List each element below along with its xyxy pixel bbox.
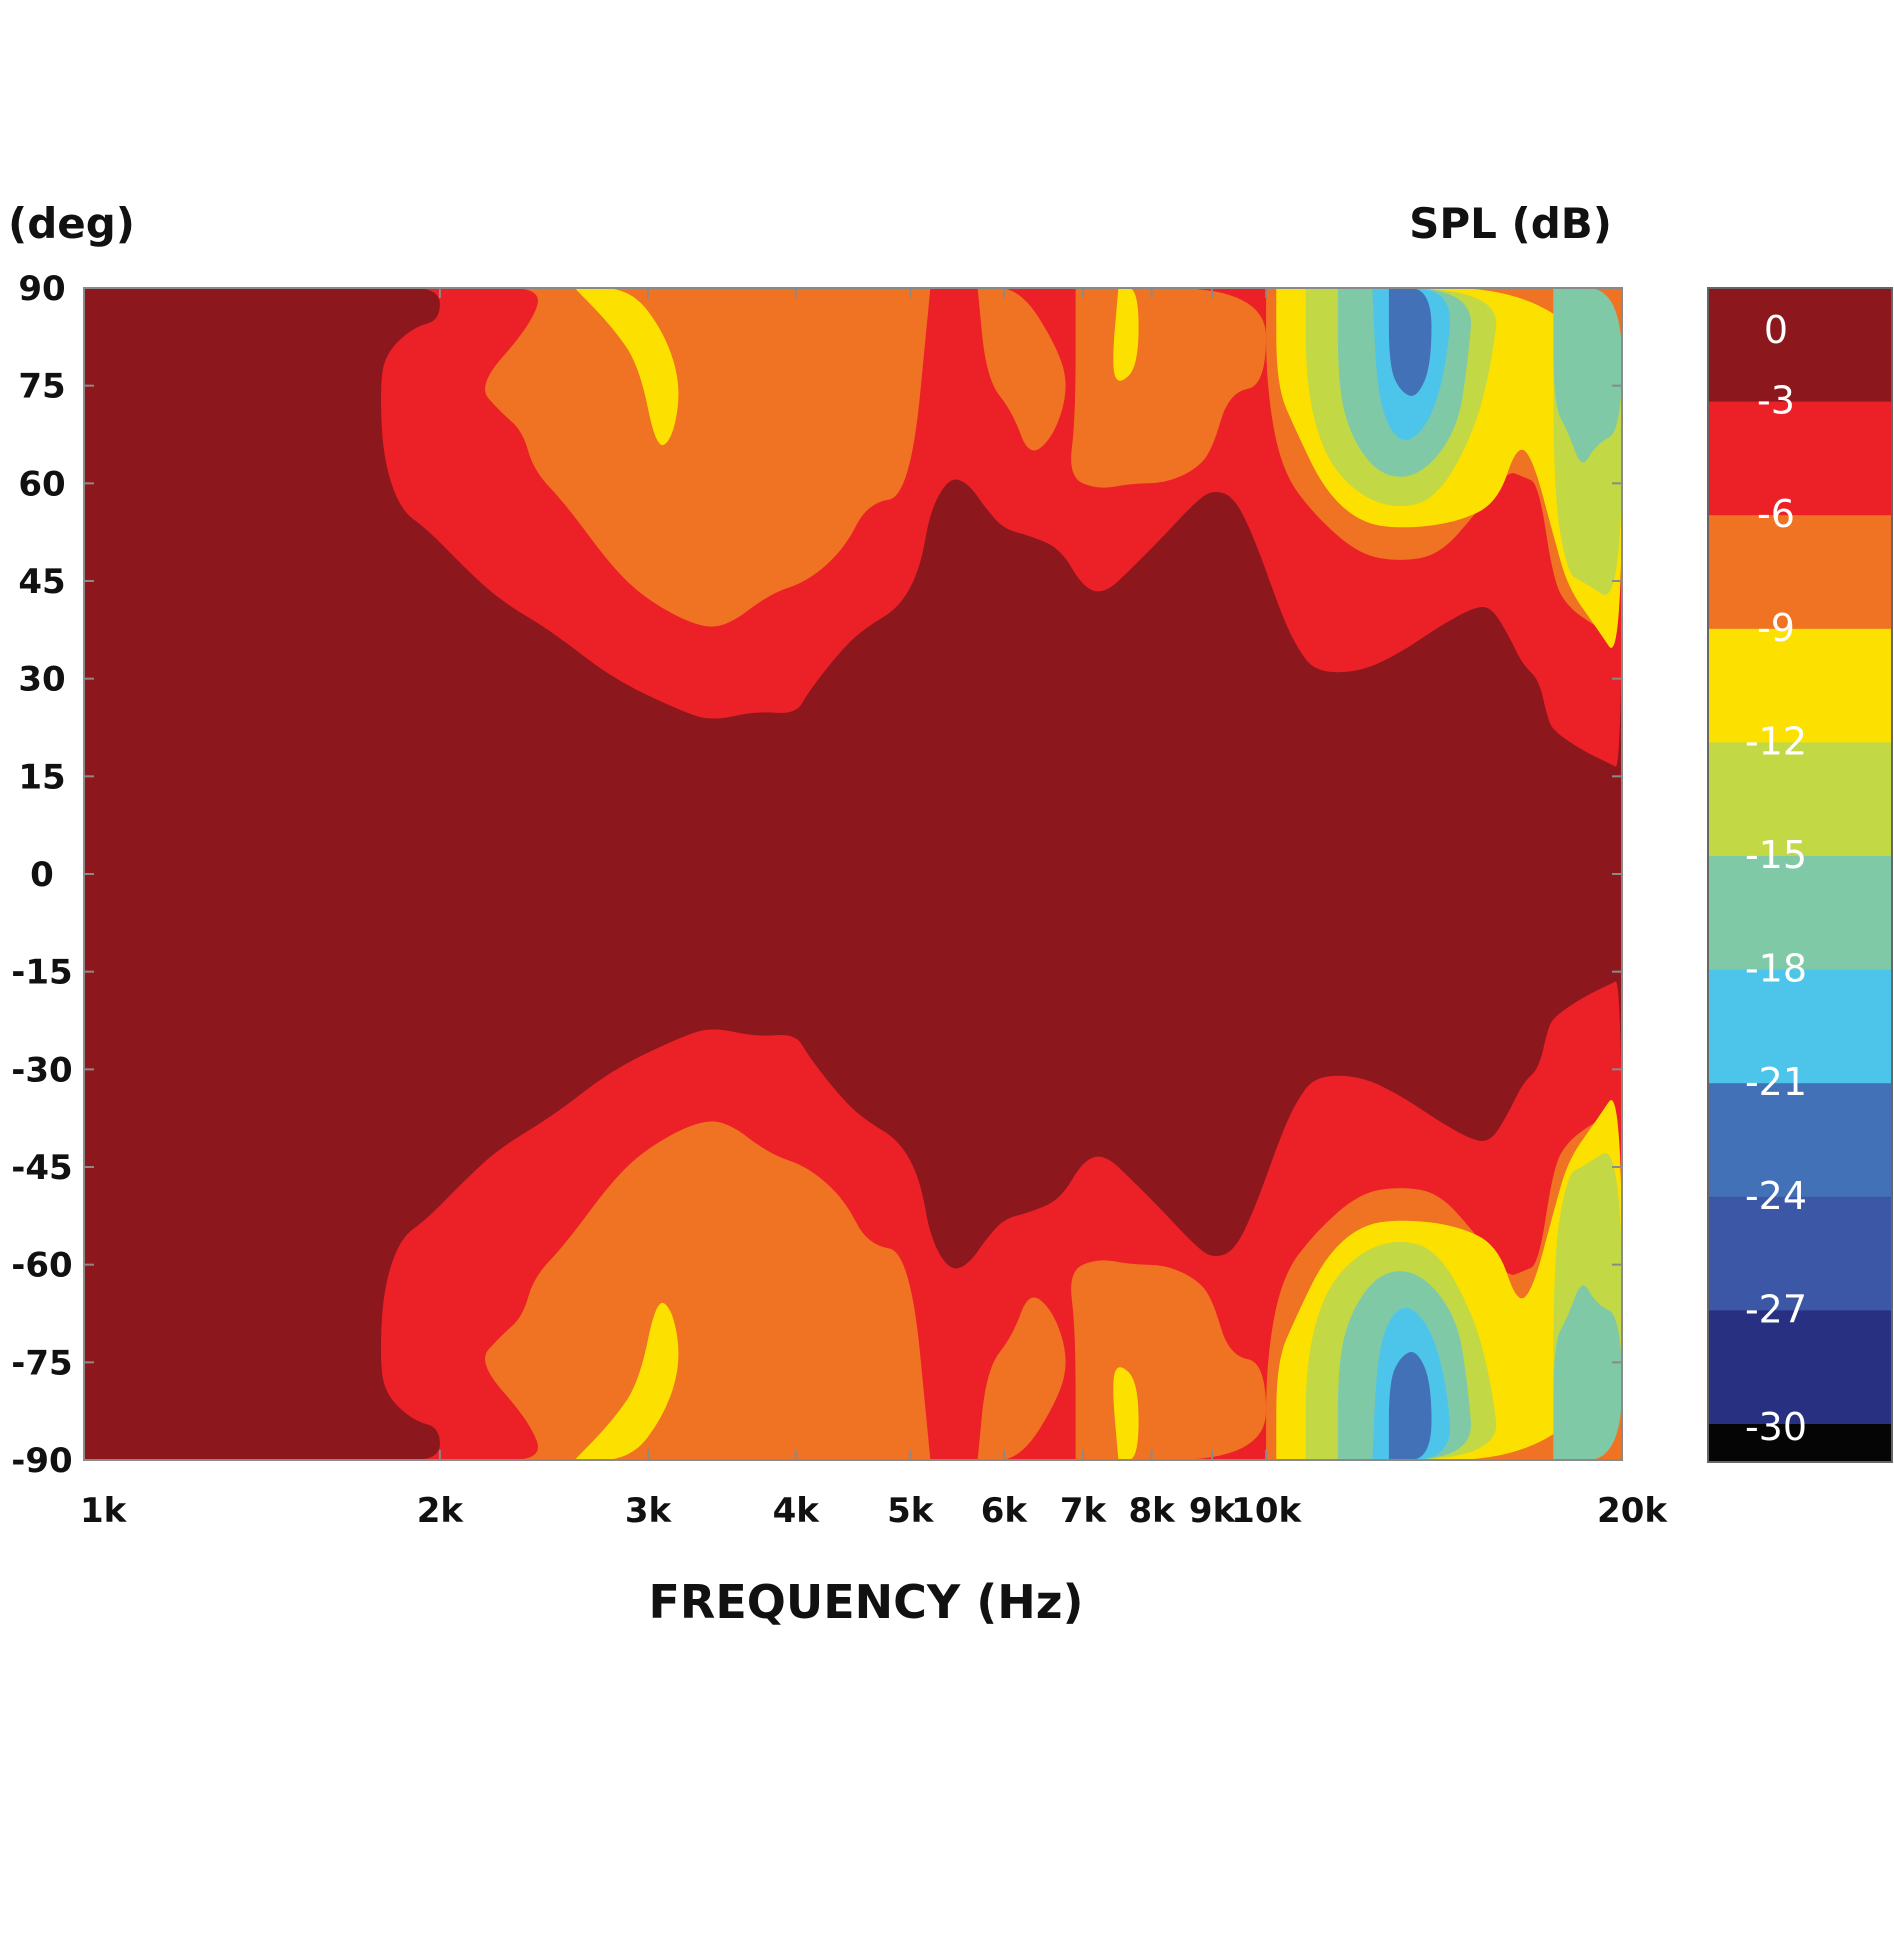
contour-region-minus9db-upper-6 bbox=[1113, 288, 1139, 381]
colorbar-label: 0 bbox=[1764, 308, 1788, 352]
colorbar-label: -3 bbox=[1757, 379, 1795, 423]
y-axis-unit-label: (deg) bbox=[8, 199, 135, 248]
y-tick-label: -45 bbox=[11, 1148, 72, 1188]
x-tick-label: 3k bbox=[625, 1491, 673, 1531]
x-tick-label: 7k bbox=[1060, 1491, 1108, 1531]
colorbar-swatch bbox=[1708, 288, 1892, 403]
y-axis-ticks: 90 75 60 45 30 15 0 -15 -30 -45 -60 -75 -90 bbox=[11, 269, 1622, 1481]
x-tick-label: 2k bbox=[417, 1491, 465, 1531]
y-tick-label: 60 bbox=[18, 464, 65, 504]
plot-area bbox=[84, 288, 1622, 1460]
y-tick-label: -15 bbox=[11, 953, 72, 993]
y-tick-label: -75 bbox=[11, 1343, 72, 1383]
x-tick-label: 4k bbox=[773, 1491, 821, 1531]
y-tick-label: 90 bbox=[18, 269, 65, 309]
colorbar-swatch bbox=[1708, 969, 1892, 1084]
colorbar-swatch bbox=[1708, 1083, 1892, 1198]
contour-region-minus15db-lower-11 bbox=[1553, 1285, 1622, 1460]
contour-region-minus9db-lower-6 bbox=[1113, 1367, 1139, 1460]
colorbar-label: -6 bbox=[1757, 492, 1795, 536]
colorbar-swatch bbox=[1708, 401, 1892, 516]
y-tick-label: 30 bbox=[18, 660, 65, 700]
colorbar-label: -27 bbox=[1745, 1287, 1807, 1331]
contour-region-minus9db-upper-5 bbox=[574, 288, 679, 446]
colorbar-swatch bbox=[1708, 1196, 1892, 1311]
contour-region-minus6db-upper-2 bbox=[977, 288, 1066, 451]
colorbar-swatch bbox=[1708, 1310, 1892, 1425]
y-tick-label: 15 bbox=[18, 757, 65, 797]
colorbar-swatch bbox=[1708, 515, 1892, 630]
colorbar-label: -9 bbox=[1757, 606, 1795, 650]
x-tick-label: 9k bbox=[1189, 1491, 1237, 1531]
contour-region-minus6db-lower-2 bbox=[977, 1297, 1066, 1460]
colorbar-swatch bbox=[1708, 628, 1892, 743]
colorbar-swatch bbox=[1708, 742, 1892, 857]
x-tick-label: 1k bbox=[80, 1491, 128, 1531]
colorbar-title: SPL (dB) bbox=[1409, 199, 1612, 248]
y-tick-label: 75 bbox=[18, 367, 65, 407]
colorbar: 0 -3 -6 -9 -12 -15 -18 -21 -24 -27 -30 bbox=[1707, 287, 1893, 1463]
contour-region-minus15db-upper-11 bbox=[1553, 288, 1622, 463]
colorbar-swatch bbox=[1708, 1424, 1892, 1462]
colorbar-label: -12 bbox=[1745, 719, 1807, 763]
y-tick-label: 0 bbox=[30, 855, 54, 895]
colorbar-label: -15 bbox=[1745, 833, 1807, 877]
contour-region-minus6db-upper-1 bbox=[477, 288, 931, 627]
x-tick-label: 6k bbox=[981, 1491, 1029, 1531]
contour-region-minus21db-upper-13 bbox=[1388, 288, 1432, 396]
colorbar-swatch bbox=[1708, 856, 1892, 971]
contour-region-minus21db-lower-13 bbox=[1388, 1352, 1432, 1460]
x-tick-label: 10k bbox=[1231, 1491, 1302, 1531]
x-axis-title: FREQUENCY (Hz) bbox=[648, 1575, 1083, 1629]
contour-region-minus9db-lower-5 bbox=[574, 1302, 679, 1460]
x-tick-label: 5k bbox=[887, 1491, 935, 1531]
y-tick-label: -30 bbox=[11, 1050, 72, 1090]
colorbar-frame bbox=[1707, 287, 1893, 1463]
y-tick-label: -90 bbox=[11, 1441, 72, 1481]
colorbar-label: -18 bbox=[1745, 947, 1807, 991]
colorbar-label: -24 bbox=[1745, 1174, 1807, 1218]
colorbar-label: -21 bbox=[1745, 1060, 1807, 1104]
y-tick-label: 45 bbox=[18, 562, 65, 602]
colorbar-label: -30 bbox=[1745, 1405, 1807, 1449]
x-tick-label: 8k bbox=[1128, 1491, 1176, 1531]
contour-region-minus6db-lower-1 bbox=[477, 1121, 931, 1460]
x-tick-label: 20k bbox=[1597, 1491, 1668, 1531]
y-tick-label: -60 bbox=[11, 1246, 72, 1286]
